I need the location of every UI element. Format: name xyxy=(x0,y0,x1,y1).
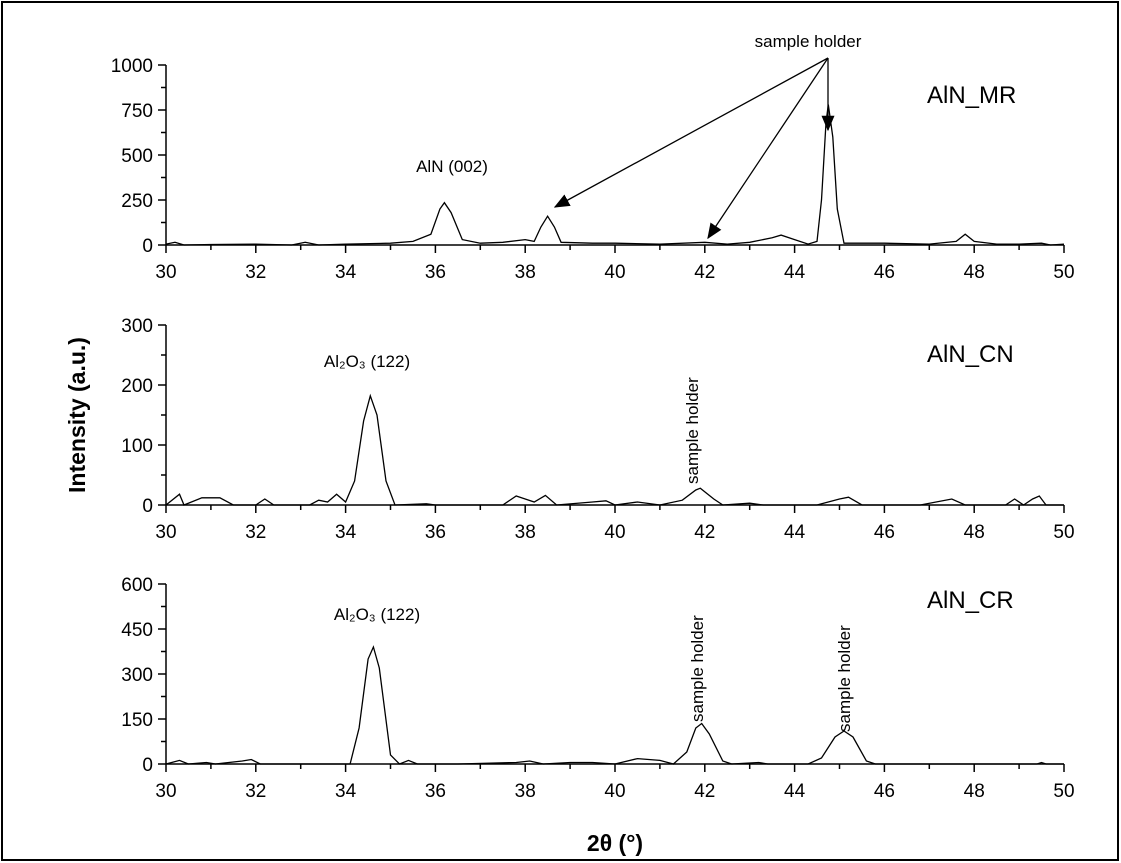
y-tick-label: 100 xyxy=(121,436,153,457)
x-tick-label: 46 xyxy=(874,262,895,283)
x-tick-label: 30 xyxy=(155,262,176,283)
x-tick-label: 36 xyxy=(425,262,446,283)
x-tick-label: 46 xyxy=(874,781,895,802)
x-tick-label: 30 xyxy=(155,781,176,802)
annotation: Al₂O₃ (122) xyxy=(334,605,420,624)
x-tick-label: 48 xyxy=(964,781,985,802)
data-line xyxy=(165,393,1064,506)
y-tick-label: 750 xyxy=(121,101,153,122)
x-tick-label: 42 xyxy=(694,522,715,543)
x-tick-label: 42 xyxy=(694,781,715,802)
y-tick-label: 600 xyxy=(121,575,153,596)
x-tick-label: 46 xyxy=(874,522,895,543)
x-tick-label: 44 xyxy=(784,781,806,802)
annotation: Al₂O₃ (122) xyxy=(324,352,410,371)
y-axis-title: Intensity (a.u.) xyxy=(64,337,90,493)
x-tick-label: 50 xyxy=(1053,522,1074,543)
y-tick-label: 250 xyxy=(121,191,153,212)
annotation: sample holder xyxy=(755,32,862,51)
annotation: sample holder xyxy=(835,625,854,732)
x-tick-label: 50 xyxy=(1053,262,1074,283)
panel-label: AlN_MR xyxy=(927,82,1016,109)
annotation: sample holder xyxy=(688,615,707,722)
x-tick-label: 44 xyxy=(784,522,806,543)
y-tick-label: 0 xyxy=(142,236,153,257)
x-tick-label: 32 xyxy=(245,262,266,283)
panel-label: AlN_CN xyxy=(927,341,1014,368)
arrows xyxy=(553,57,835,240)
x-tick-label: 38 xyxy=(515,522,536,543)
y-tick-label: 300 xyxy=(121,665,153,686)
y-tick-label: 200 xyxy=(121,376,153,397)
x-tick-label: 34 xyxy=(335,781,357,802)
x-tick-label: 38 xyxy=(515,262,536,283)
y-tick-label: 1000 xyxy=(111,56,153,77)
y-tick-label: 300 xyxy=(121,316,153,337)
data-line xyxy=(165,645,1064,765)
y-tick-label: 450 xyxy=(121,620,153,641)
x-tick-label: 34 xyxy=(335,522,357,543)
x-tick-label: 40 xyxy=(604,262,625,283)
annotation: sample holder xyxy=(683,377,702,484)
x-tick-label: 50 xyxy=(1053,781,1074,802)
x-tick-label: 40 xyxy=(604,522,625,543)
x-tick-label: 36 xyxy=(425,522,446,543)
panel-label: AlN_CR xyxy=(927,587,1014,614)
data-line xyxy=(165,104,1065,246)
x-tick-label: 30 xyxy=(155,522,176,543)
x-tick-label: 38 xyxy=(515,781,536,802)
x-tick-label: 34 xyxy=(335,262,357,283)
y-tick-label: 0 xyxy=(142,496,153,517)
x-tick-label: 48 xyxy=(964,522,985,543)
x-tick-label: 42 xyxy=(694,262,715,283)
y-tick-label: 0 xyxy=(142,755,153,776)
x-tick-label: 36 xyxy=(425,781,446,802)
annotation: AlN (002) xyxy=(416,157,488,176)
x-tick-label: 40 xyxy=(604,781,625,802)
x-axis-title: 2θ (°) xyxy=(587,830,643,856)
x-tick-label: 48 xyxy=(964,262,985,283)
x-tick-label: 32 xyxy=(245,522,266,543)
x-tick-label: 32 xyxy=(245,781,266,802)
y-tick-label: 150 xyxy=(121,710,153,731)
y-tick-label: 500 xyxy=(121,146,153,167)
x-tick-label: 44 xyxy=(784,262,806,283)
